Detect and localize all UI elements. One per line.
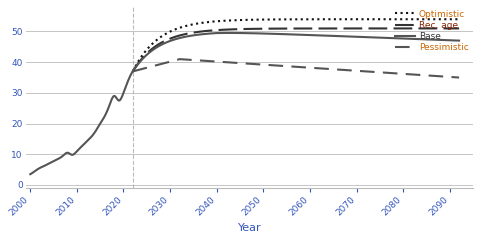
- Legend: Optimistic, Rec. age, Base, Pessimistic: Optimistic, Rec. age, Base, Pessimistic: [396, 10, 468, 52]
- X-axis label: Year: Year: [238, 223, 261, 233]
